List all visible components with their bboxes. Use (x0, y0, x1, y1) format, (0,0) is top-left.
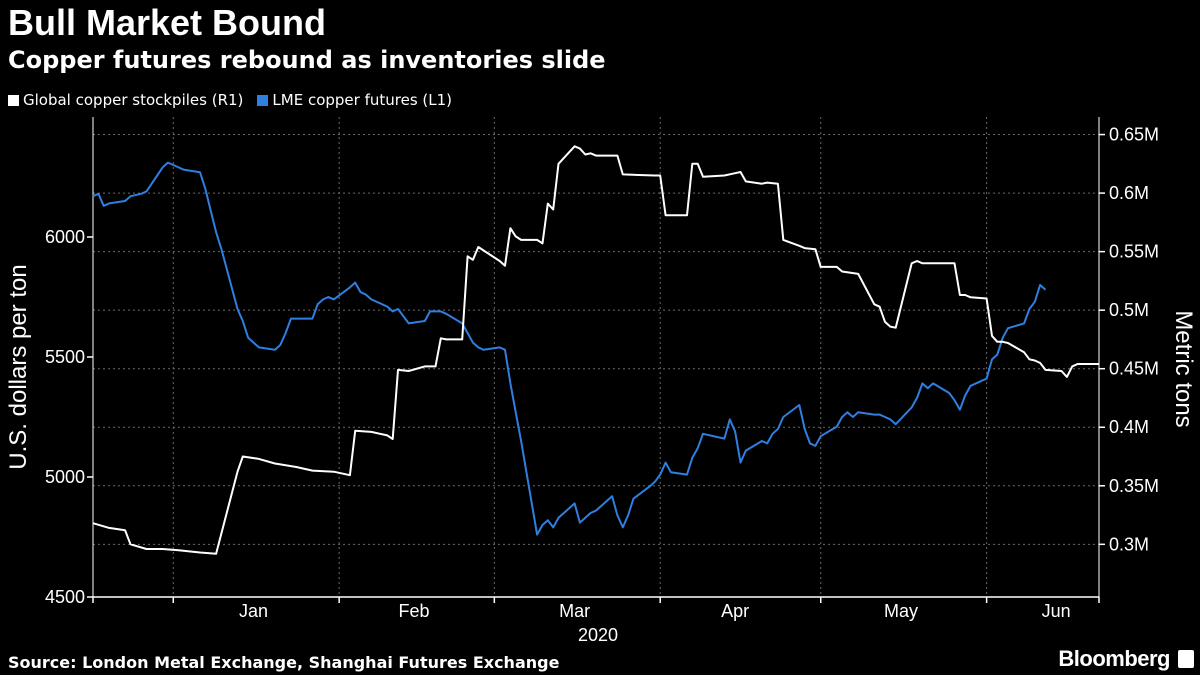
legend-swatch-white (8, 94, 19, 106)
bloomberg-terminal-icon (1178, 650, 1194, 668)
x-tick-label: May (884, 601, 918, 621)
legend-item-futures: LME copper futures (L1) (257, 91, 452, 109)
legend-label-stockpiles: Global copper stockpiles (R1) (23, 91, 244, 109)
y-left-tick-label: 6000 (45, 227, 85, 247)
legend-item-stockpiles: Global copper stockpiles (R1) (8, 91, 243, 109)
y-left-axis-title: U.S. dollars per ton (5, 264, 32, 469)
y-right-tick-label: 0.6M (1109, 183, 1149, 203)
x-tick-label: Jun (1042, 601, 1071, 621)
y-right-tick-label: 0.3M (1109, 534, 1149, 554)
y-right-tick-label: 0.55M (1109, 242, 1159, 262)
y-right-tick-label: 0.5M (1109, 300, 1149, 320)
x-tick-label: Jan (239, 601, 268, 621)
y-right-axis-title: Metric tons (1170, 310, 1197, 427)
series-line-stockpiles (92, 145, 1099, 555)
legend-label-futures: LME copper futures (L1) (272, 91, 453, 109)
y-right-tick-label: 0.4M (1109, 417, 1149, 437)
source-note: Source: London Metal Exchange, Shanghai … (8, 653, 560, 672)
x-tick-label: Mar (559, 601, 590, 621)
chart-subtitle: Copper futures rebound as inventories sl… (8, 46, 606, 74)
chart-title: Bull Market Bound (8, 2, 327, 43)
y-right-tick-label: 0.65M (1109, 125, 1159, 145)
y-left-tick-label: 4500 (45, 587, 85, 607)
series-line-lme-futures (92, 161, 1047, 536)
legend-swatch-blue (257, 94, 269, 106)
legend: Global copper stockpiles (R1) LME copper… (8, 91, 452, 109)
y-left-tick-label: 5500 (45, 347, 85, 367)
x-tick-label: Feb (399, 601, 430, 621)
x-axis-label: 2020 (578, 625, 618, 645)
y-right-tick-label: 0.45M (1109, 359, 1159, 379)
y-left-tick-label: 5000 (45, 467, 85, 487)
bloomberg-logo: Bloomberg (1058, 646, 1170, 671)
x-tick-label: Apr (721, 601, 749, 621)
y-right-tick-label: 0.35M (1109, 476, 1159, 496)
